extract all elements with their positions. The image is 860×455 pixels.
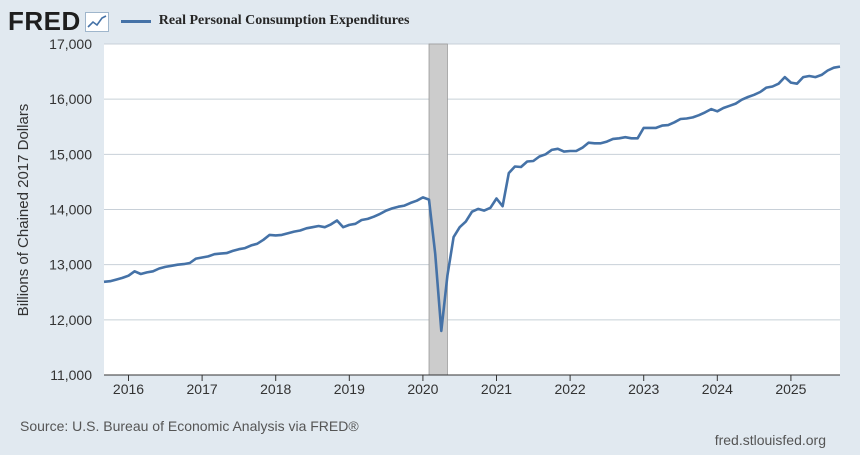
y-tick-label: 17,000: [49, 36, 92, 52]
recession-shading: [428, 43, 448, 376]
x-tick-label: 2016: [113, 381, 144, 397]
x-tick-label: 2017: [187, 381, 218, 397]
y-tick-label: 15,000: [49, 146, 92, 162]
x-tick-label: 2018: [260, 381, 291, 397]
fred-logo[interactable]: FRED: [8, 5, 81, 36]
x-tick-label: 2024: [702, 381, 733, 397]
recession-bar: [428, 43, 448, 376]
x-tick-label: 2022: [555, 381, 586, 397]
line-chart-icon: [84, 12, 109, 32]
y-axis-label: Billions of Chained 2017 Dollars: [15, 104, 32, 317]
legend: Real Personal Consumption Expenditures: [120, 13, 410, 29]
series-layer: [103, 65, 841, 333]
x-axis: 2016 2017 2018 2019 2020 2021 2022 2023 2024 2025: [104, 374, 840, 397]
series-line[interactable]: [103, 65, 841, 333]
y-tick-label: 13,000: [49, 257, 92, 273]
x-tick-label: 2019: [334, 381, 365, 397]
source-url[interactable]: fred.stlouisfed.org: [714, 432, 826, 448]
x-tick-label: 2021: [481, 381, 512, 397]
y-tick-label: 14,000: [49, 202, 92, 218]
y-tick-label: 11,000: [50, 367, 92, 383]
legend-swatch: [120, 19, 151, 23]
x-tick-label: 2025: [775, 381, 806, 397]
x-tick-label: 2023: [628, 381, 659, 397]
legend-label[interactable]: Real Personal Consumption Expenditures: [158, 13, 410, 28]
x-tick-label: 2020: [407, 381, 438, 397]
source-note: Source: U.S. Bureau of Economic Analysis…: [20, 418, 359, 434]
y-tick-label: 16,000: [49, 91, 92, 107]
y-axis: 11,000 12,000 13,000 14,000 15,000 16,000 17,0…: [49, 36, 92, 383]
chart-header: FRED Real Personal Consumption Expenditu…: [8, 6, 409, 36]
y-tick-label: 12,000: [49, 312, 92, 328]
